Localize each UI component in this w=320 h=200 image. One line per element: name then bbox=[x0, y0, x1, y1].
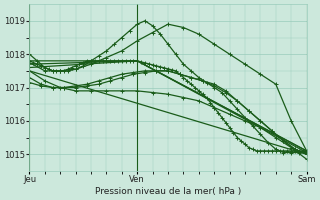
X-axis label: Pression niveau de la mer( hPa ): Pression niveau de la mer( hPa ) bbox=[95, 187, 241, 196]
